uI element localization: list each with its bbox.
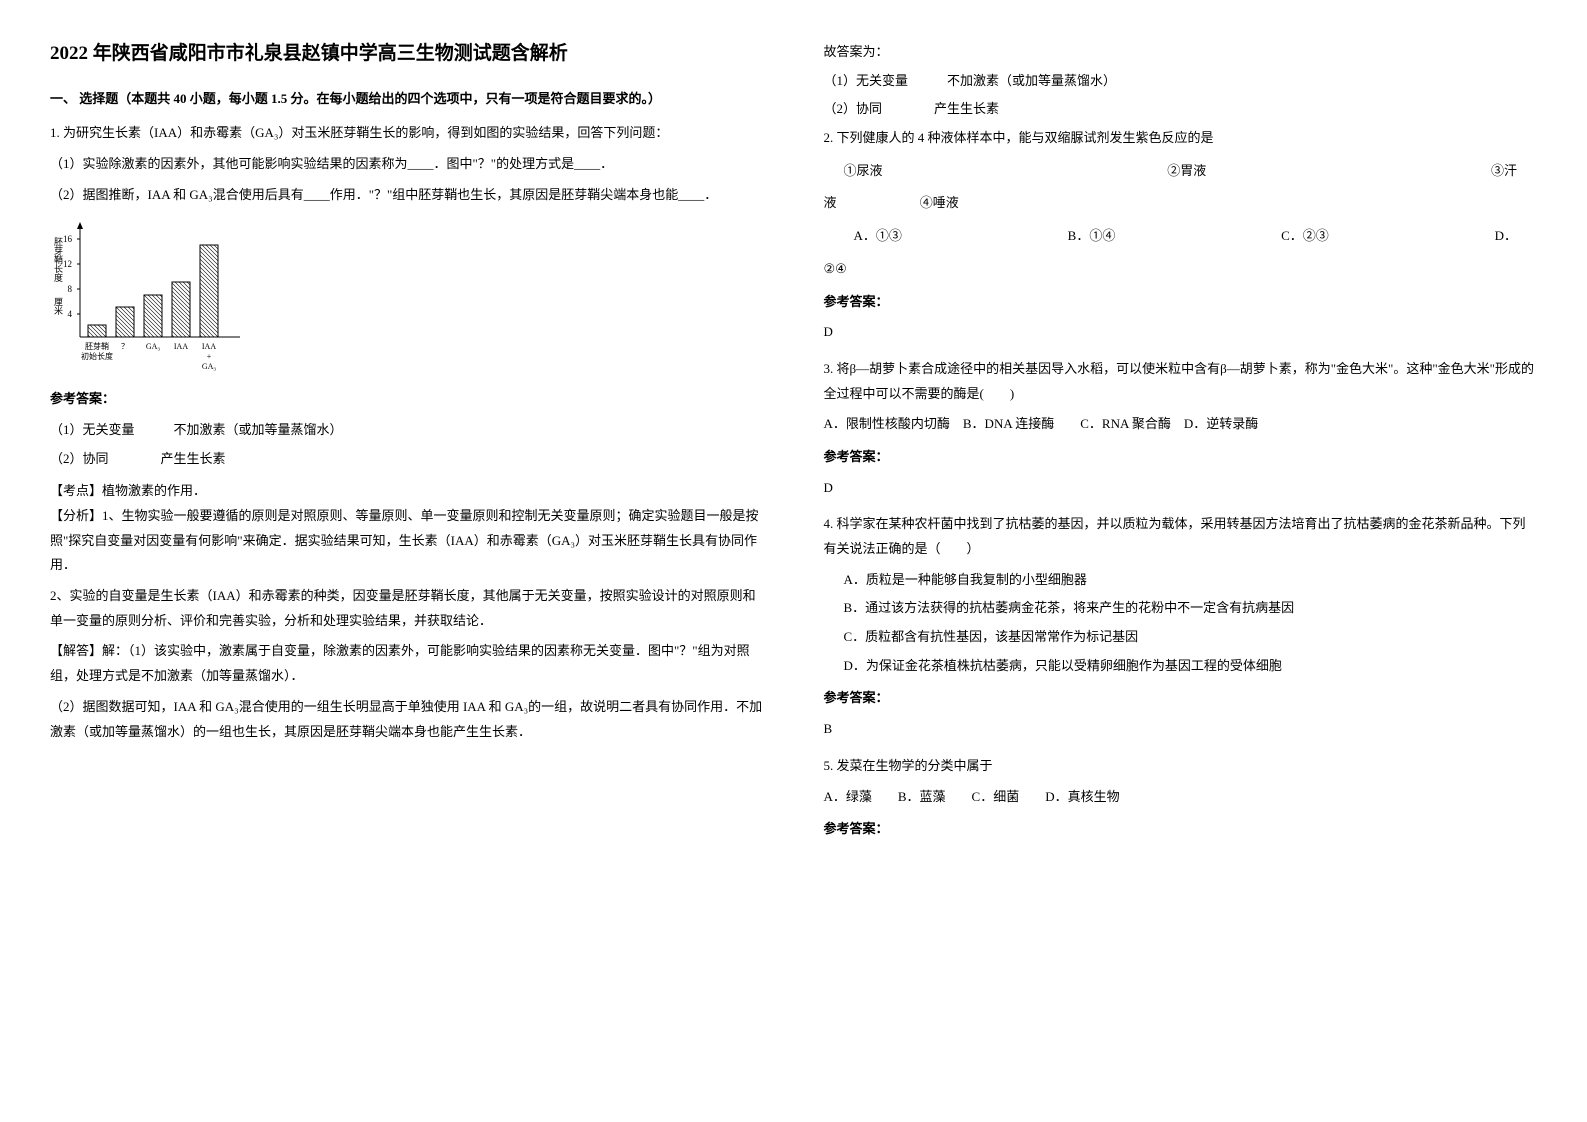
- svg-text:厘米: 厘米: [53, 297, 63, 316]
- svg-text:8: 8: [68, 284, 73, 294]
- q2-opt-cont: 液: [824, 195, 837, 210]
- q2-choice-c: C．②③: [1281, 224, 1329, 249]
- right-column: 故答案为： （1）无关变量 不加激素（或加等量蒸馏水） （2）协同 产生生长素 …: [824, 40, 1538, 854]
- q2-opt3: ③汗: [1491, 159, 1517, 184]
- left-column: 2022 年陕西省咸阳市市礼泉县赵镇中学高三生物测试题含解析 一、 选择题（本题…: [50, 40, 764, 854]
- q4-opt-b: B．通过该方法获得的抗枯萎病金花茶，将来产生的花粉中不一定含有抗病基因: [824, 596, 1538, 621]
- svg-text:+: +: [207, 352, 212, 361]
- question-2: 2. 下列健康人的 4 种液体样本中，能与双缩脲试剂发生紫色反应的是 ①尿液 ②…: [824, 126, 1538, 345]
- question-3: 3. 将β—胡萝卜素合成途径中的相关基因导入水稻，可以使米粒中含有β—胡萝卜素，…: [824, 357, 1538, 500]
- q2-choice-d: D．: [1495, 224, 1517, 249]
- document-title: 2022 年陕西省咸阳市市礼泉县赵镇中学高三生物测试题含解析: [50, 40, 764, 69]
- q2-choice-b: B．①④: [1068, 224, 1116, 249]
- q4-answer-label: 参考答案：: [824, 686, 1538, 711]
- q1-ans1: （1）无关变量 不加激素（或加等量蒸馏水）: [50, 418, 764, 443]
- question-5: 5. 发菜在生物学的分类中属于 A．绿藻 B．蓝藻 C．细菌 D．真核生物 参考…: [824, 754, 1538, 842]
- col2-line1: 故答案为：: [824, 40, 1538, 65]
- question-4: 4. 科学家在某种农杆菌中找到了抗枯萎的基因，并以质粒为载体，采用转基因方法培育…: [824, 512, 1538, 742]
- q2-opts-row2: 液 ④唾液: [824, 191, 1538, 216]
- q3-options: A．限制性核酸内切酶 B．DNA 连接酶 C．RNA 聚合酶 D．逆转录酶: [824, 412, 1538, 437]
- q4-opt-d: D．为保证金花茶植株抗枯萎病，只能以受精卵细胞作为基因工程的受体细胞: [824, 654, 1538, 679]
- q1-analysis-4: （2）据图数据可知，IAA 和 GA₃混合使用的一组生长明显高于单独使用 IAA…: [50, 695, 764, 744]
- q4-text: 4. 科学家在某种农杆菌中找到了抗枯萎的基因，并以质粒为载体，采用转基因方法培育…: [824, 512, 1538, 561]
- q4-opt-c: C．质粒都含有抗性基因，该基因常常作为标记基因: [824, 625, 1538, 650]
- svg-text:IAA: IAA: [202, 342, 216, 351]
- svg-text:IAA: IAA: [174, 342, 188, 351]
- q1-analysis-point: 【考点】植物激素的作用．: [50, 479, 764, 504]
- svg-text:GA₃: GA₃: [202, 362, 217, 371]
- q4-answer: B: [824, 717, 1538, 742]
- q4-opt-a: A．质粒是一种能够自我复制的小型细胞器: [824, 568, 1538, 593]
- svg-text:4: 4: [68, 309, 73, 319]
- question-1: 1. 为研究生长素（IAA）和赤霉素（GA₃）对玉米胚芽鞘生长的影响，得到如图的…: [50, 121, 764, 744]
- q1-sub1: （1）实验除激素的因素外，其他可能影响实验结果的因素称为____．图中"？"的处…: [50, 152, 764, 177]
- q3-answer: D: [824, 476, 1538, 501]
- svg-text:12: 12: [63, 259, 72, 269]
- q2-opt4: ④唾液: [920, 195, 959, 210]
- q3-text: 3. 将β—胡萝卜素合成途径中的相关基因导入水稻，可以使米粒中含有β—胡萝卜素，…: [824, 357, 1538, 406]
- q1-ans2: （2）协同 产生生长素: [50, 447, 764, 472]
- q1-chart: 16 12 8 4 胚芽鞘长度 厘米: [50, 217, 250, 377]
- q2-opts-row1: ①尿液 ②胃液 ③汗: [824, 159, 1538, 184]
- q2-opt2: ②胃液: [1167, 159, 1206, 184]
- q1-answer-label: 参考答案：: [50, 387, 764, 412]
- section-header: 一、 选择题（本题共 40 小题，每小题 1.5 分。在每小题给出的四个选项中，…: [50, 87, 764, 112]
- q2-text: 2. 下列健康人的 4 种液体样本中，能与双缩脲试剂发生紫色反应的是: [824, 126, 1538, 151]
- q1-sub2: （2）据图推断，IAA 和 GA₃混合使用后具有____作用．"？"组中胚芽鞘也…: [50, 183, 764, 208]
- q5-answer-label: 参考答案：: [824, 817, 1538, 842]
- q1-analysis-2: 2、实验的自变量是生长素（IAA）和赤霉素的种类，因变量是胚芽鞘长度，其他属于无…: [50, 584, 764, 633]
- q2-choice-a: A．①③: [854, 224, 902, 249]
- q1-analysis-1: 【分析】1、生物实验一般要遵循的原则是对照原则、等量原则、单一变量原则和控制无关…: [50, 504, 764, 578]
- svg-text:初始长度: 初始长度: [81, 351, 113, 361]
- q2-choices: A．①③ B．①④ C．②③ D．: [824, 224, 1538, 249]
- svg-text:GA₃: GA₃: [146, 342, 161, 351]
- q5-options: A．绿藻 B．蓝藻 C．细菌 D．真核生物: [824, 785, 1538, 810]
- q2-answer: D: [824, 320, 1538, 345]
- q2-choice-d2: ②④: [824, 257, 1538, 282]
- svg-text:？: ？: [121, 342, 129, 351]
- q2-answer-label: 参考答案：: [824, 290, 1538, 315]
- svg-text:胚芽鞘: 胚芽鞘: [85, 341, 109, 351]
- q5-text: 5. 发菜在生物学的分类中属于: [824, 754, 1538, 779]
- page-container: 2022 年陕西省咸阳市市礼泉县赵镇中学高三生物测试题含解析 一、 选择题（本题…: [50, 40, 1537, 854]
- svg-text:16: 16: [63, 234, 73, 244]
- q3-answer-label: 参考答案：: [824, 445, 1538, 470]
- bar-chart-svg: 16 12 8 4 胚芽鞘长度 厘米: [50, 217, 250, 377]
- svg-text:胚芽鞘长度: 胚芽鞘长度: [53, 237, 63, 283]
- col2-line3: （2）协同 产生生长素: [824, 97, 1538, 122]
- q2-opt1: ①尿液: [844, 159, 883, 184]
- q1-analysis-3: 【解答】解：（1）该实验中，激素属于自变量，除激素的因素外，可能影响实验结果的因…: [50, 639, 764, 688]
- col2-line2: （1）无关变量 不加激素（或加等量蒸馏水）: [824, 69, 1538, 94]
- q1-intro: 1. 为研究生长素（IAA）和赤霉素（GA₃）对玉米胚芽鞘生长的影响，得到如图的…: [50, 121, 764, 146]
